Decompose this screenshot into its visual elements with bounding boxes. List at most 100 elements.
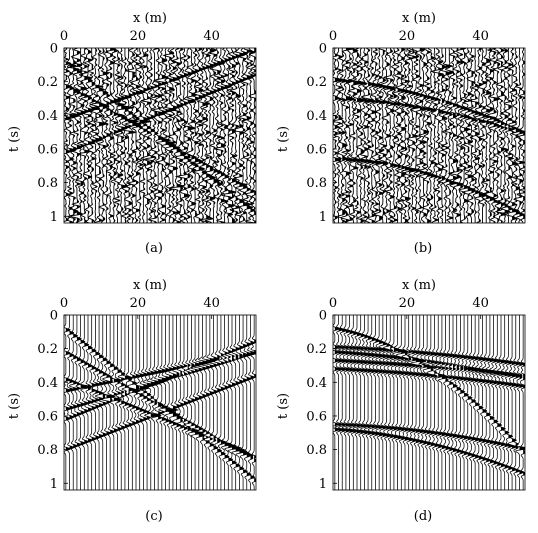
trace-wiggle — [108, 315, 124, 490]
trace-wiggle — [416, 315, 425, 490]
trace-fill — [393, 315, 399, 490]
trace-wiggle — [77, 315, 88, 490]
x-axis-label: x (m) — [133, 11, 167, 26]
trace-fill — [69, 48, 79, 223]
trace-wiggle — [91, 315, 101, 490]
trace-fill — [246, 315, 253, 490]
y-tick-label: 0.8 — [37, 176, 58, 191]
x-tick-label: 20 — [399, 29, 416, 44]
trace-wiggle — [114, 315, 123, 490]
trace-fill — [136, 48, 141, 223]
trace-wiggle — [137, 315, 152, 490]
trace-fill — [401, 48, 407, 223]
trace-wiggle — [174, 48, 191, 223]
trace-wiggle — [121, 315, 134, 490]
trace-wiggle — [204, 315, 218, 490]
trace-wiggle — [152, 48, 165, 223]
trace-wiggle — [133, 315, 141, 490]
axes-frame — [63, 47, 257, 224]
trace-fill — [220, 315, 227, 490]
trace-fill — [206, 315, 215, 490]
trace-fill — [386, 315, 391, 490]
trace-wiggle — [419, 315, 431, 490]
trace-wiggle — [191, 48, 206, 223]
trace-wiggle — [167, 315, 181, 490]
trace-wiggle — [356, 315, 366, 490]
trace-wiggle — [154, 315, 168, 490]
trace-wiggle — [348, 315, 359, 490]
trace-wiggle — [227, 315, 242, 490]
trace-wiggle — [380, 48, 397, 223]
trace-wiggle — [98, 315, 108, 490]
trace-wiggle — [143, 315, 157, 490]
trace-wiggle — [367, 48, 379, 223]
trace-wiggle — [497, 315, 510, 490]
trace-wiggle — [226, 48, 238, 223]
trace-wiggle — [437, 315, 451, 490]
y-tick-label: 0.2 — [306, 342, 327, 357]
panel-caption: (b) — [414, 241, 432, 256]
trace-wiggle — [68, 315, 79, 490]
y-tick-label: 0.4 — [37, 109, 58, 124]
trace-fill — [217, 315, 222, 490]
trace-wiggle — [341, 315, 351, 490]
trace-wiggle — [164, 315, 176, 490]
trace-wiggle — [476, 48, 490, 223]
trace-wiggle — [138, 48, 150, 223]
trace-wiggle — [468, 315, 478, 490]
trace-wiggle — [374, 315, 385, 490]
trace-wiggle — [109, 48, 122, 223]
trace-wiggle — [182, 48, 197, 223]
trace-wiggle — [516, 48, 525, 223]
trace-wiggle — [101, 48, 112, 223]
trace-wiggle — [515, 315, 525, 490]
trace-wiggle — [248, 48, 256, 223]
trace-fill — [475, 315, 482, 490]
y-tick-label: 1 — [50, 477, 58, 492]
trace-wiggle — [475, 315, 487, 490]
trace-wiggle — [220, 315, 233, 490]
x-axis-label: x (m) — [402, 11, 436, 26]
trace-wiggle — [89, 48, 104, 223]
trace-wiggle — [416, 48, 433, 223]
y-tick-label: 0 — [50, 42, 58, 57]
trace-wiggle — [107, 315, 115, 490]
trace-wiggle — [399, 48, 414, 223]
y-tick-label: 0.8 — [306, 443, 327, 458]
trace-wiggle — [189, 315, 205, 490]
trace-wiggle — [224, 315, 237, 490]
trace-wiggle — [195, 315, 212, 490]
trace-wiggle — [395, 48, 408, 223]
trace-wiggle — [140, 48, 153, 223]
trace-wiggle — [74, 48, 88, 223]
trace-fill — [471, 315, 478, 490]
trace-wiggle — [499, 48, 511, 223]
trace-wiggle — [213, 315, 223, 490]
y-tick-label: 1 — [50, 210, 58, 225]
trace-wiggle — [410, 48, 422, 223]
trace-wiggle — [157, 315, 171, 490]
x-tick-label: 40 — [472, 29, 489, 44]
trace-wiggle — [159, 315, 180, 490]
y-tick-label: 1 — [319, 210, 327, 225]
trace-wiggle — [100, 315, 117, 490]
trace-fill — [482, 315, 491, 490]
y-tick-label: 0.4 — [37, 376, 58, 391]
y-axis-label: t (s) — [7, 393, 22, 419]
trace-wiggle — [250, 315, 256, 490]
trace-fill — [76, 48, 83, 223]
trace-wiggle — [367, 315, 377, 490]
y-tick-label: 0.8 — [306, 176, 327, 191]
trace-wiggle — [370, 48, 381, 223]
trace-wiggle — [464, 315, 473, 490]
trace-wiggle — [461, 48, 475, 223]
trace-wiggle — [114, 48, 135, 223]
trace-wiggle — [388, 48, 399, 223]
trace-wiggle — [404, 48, 417, 223]
trace-wiggle — [120, 48, 133, 223]
trace-wiggle — [193, 315, 208, 490]
x-tick-label: 40 — [203, 296, 220, 311]
trace-fill — [113, 48, 121, 223]
wiggle-traces — [64, 315, 256, 490]
